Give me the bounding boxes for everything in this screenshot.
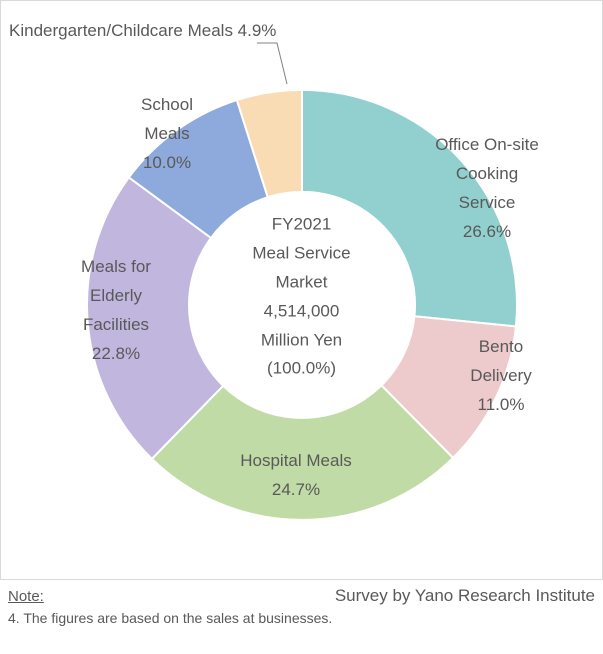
label-school: SchoolMeals10.0%: [127, 91, 207, 178]
center-line: Meal Service: [252, 239, 350, 268]
chart-footer: Note: Survey by Yano Research Institute …: [0, 580, 603, 626]
note-item: 4. The figures are based on the sales at…: [8, 610, 595, 626]
center-line: FY2021: [252, 210, 350, 239]
chart-center-text: FY2021 Meal Service Market 4,514,000 Mil…: [252, 210, 350, 383]
label-childcare: Kindergarten/Childcare Meals 4.9%: [9, 21, 329, 41]
center-line: (100.0%): [252, 355, 350, 384]
label-elderly: Meals forElderlyFacilities22.8%: [61, 253, 171, 369]
center-line: Market: [252, 268, 350, 297]
label-hospital: Hospital Meals24.7%: [211, 447, 381, 505]
note-heading: Note:: [8, 588, 44, 605]
donut-chart-panel: FY2021 Meal Service Market 4,514,000 Mil…: [0, 0, 603, 580]
label-bento: BentoDelivery11.0%: [456, 333, 546, 420]
center-line: Million Yen: [252, 326, 350, 355]
survey-credit: Survey by Yano Research Institute: [335, 586, 595, 606]
label-office: Office On-siteCookingService26.6%: [422, 131, 552, 247]
center-line: 4,514,000: [252, 297, 350, 326]
